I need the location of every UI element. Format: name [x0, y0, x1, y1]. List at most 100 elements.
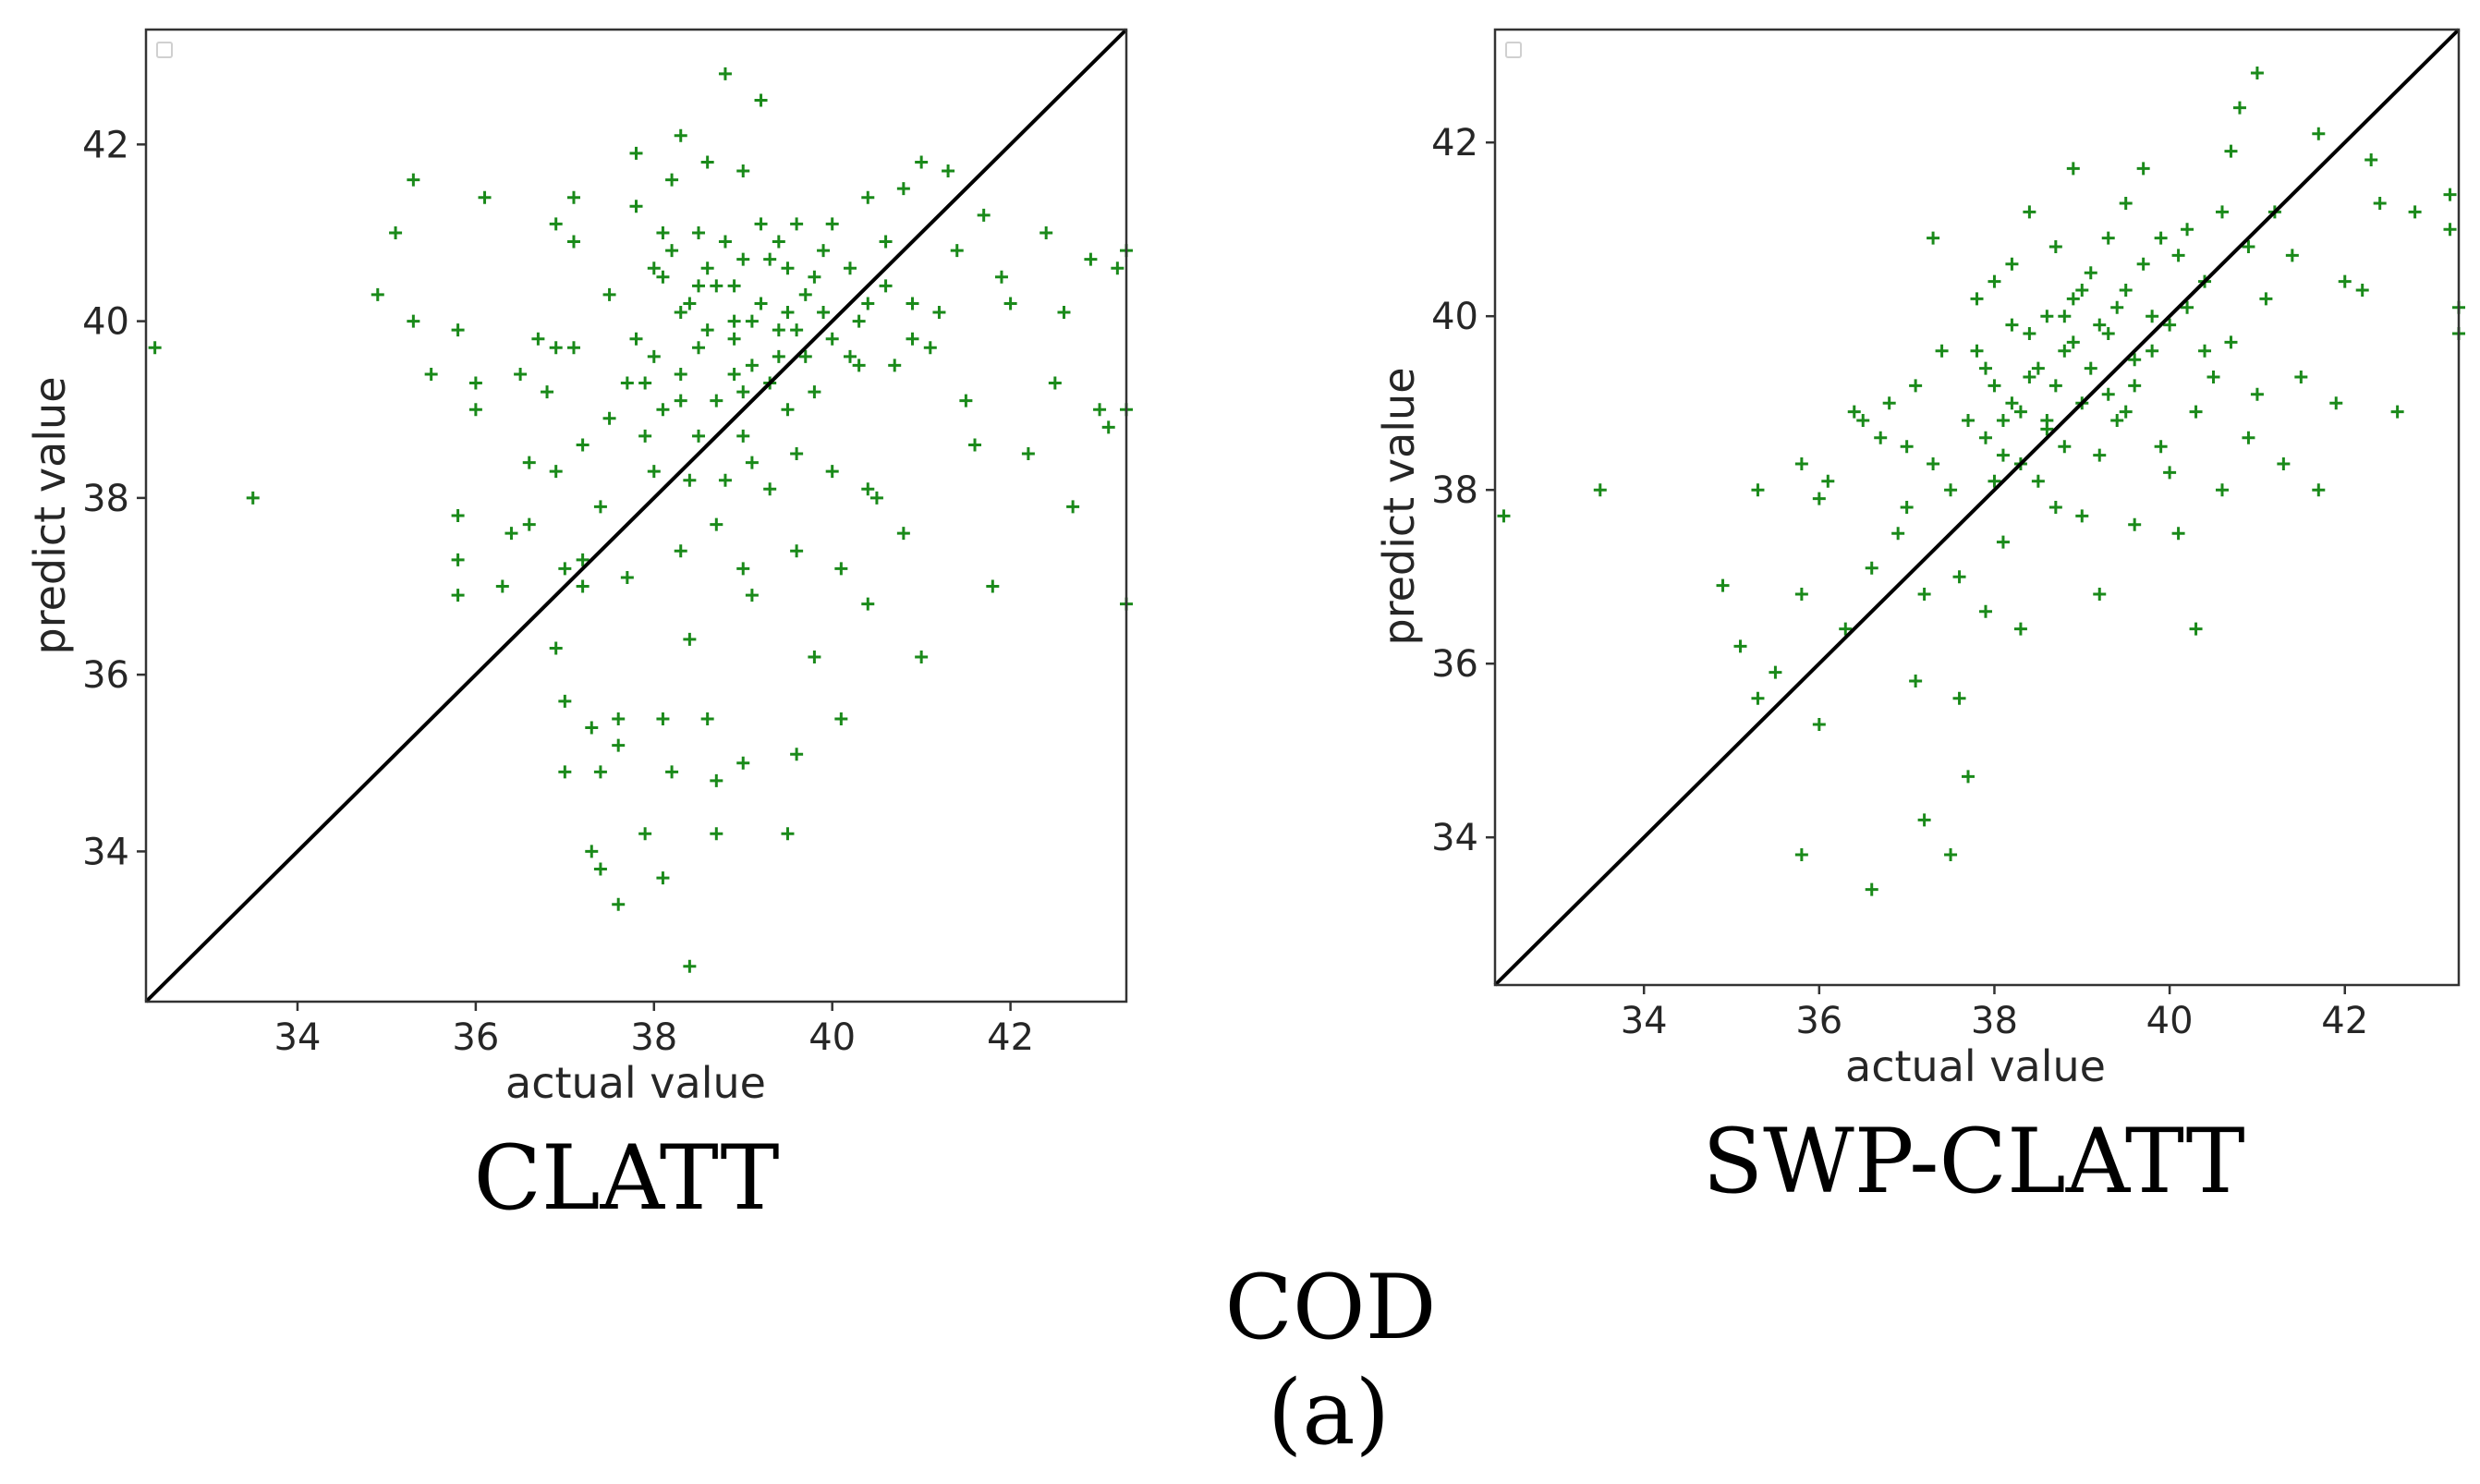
data-point-swp-clatt [2013, 405, 2027, 419]
x-tick-label: 40 [808, 1016, 856, 1059]
data-point-swp-clatt [2119, 284, 2133, 297]
data-point-clatt [1003, 297, 1017, 310]
data-point-swp-clatt [2048, 501, 2062, 514]
data-point-swp-clatt [2224, 144, 2238, 158]
data-point-clatt [1101, 420, 1115, 434]
data-point-swp-clatt [2066, 335, 2080, 349]
data-point-swp-clatt [1996, 535, 2010, 549]
data-point-clatt [798, 287, 812, 301]
data-point-clatt [736, 385, 750, 399]
data-point-swp-clatt [2136, 162, 2150, 176]
data-point-swp-clatt [2101, 327, 2115, 340]
data-point-swp-clatt [2154, 231, 2168, 245]
data-point-clatt [665, 765, 679, 779]
data-point-clatt [495, 579, 509, 593]
data-point-clatt [736, 429, 750, 443]
data-point-swp-clatt [1909, 675, 1923, 687]
data-point-clatt [665, 244, 679, 258]
data-point-clatt [790, 447, 804, 461]
data-point-clatt [549, 465, 563, 479]
data-point-clatt [977, 208, 991, 222]
data-point-swp-clatt [1812, 492, 1826, 505]
data-point-swp-clatt [2189, 405, 2203, 419]
data-point-clatt [906, 332, 919, 346]
data-point-swp-clatt [1865, 882, 1878, 896]
data-point-swp-clatt [2443, 223, 2457, 237]
panel-caption-swp-clatt: SWP-CLATT [1702, 1110, 2244, 1213]
data-point-swp-clatt [2355, 284, 2369, 297]
x-tick-label: 40 [2146, 1000, 2194, 1042]
data-point-swp-clatt [1856, 414, 1870, 427]
data-point-clatt [674, 306, 687, 320]
data-point-clatt [647, 262, 661, 275]
data-point-swp-clatt [2005, 396, 2019, 410]
data-point-clatt [825, 465, 839, 479]
data-point-clatt [710, 517, 723, 531]
data-point-clatt [808, 651, 821, 664]
data-point-swp-clatt [2215, 205, 2229, 219]
data-point-clatt [674, 394, 687, 407]
data-point-swp-clatt [1716, 578, 1730, 592]
data-point-clatt [593, 765, 607, 779]
data-point-clatt [674, 128, 687, 142]
data-point-swp-clatt [2171, 527, 2185, 541]
data-point-clatt [683, 297, 697, 310]
data-point-clatt [629, 146, 643, 160]
data-point-swp-clatt [2023, 327, 2036, 340]
data-point-clatt [861, 482, 875, 496]
data-point-swp-clatt [1978, 431, 1992, 444]
data-point-clatt [763, 482, 777, 496]
data-point-swp-clatt [1978, 361, 1992, 375]
data-point-swp-clatt [1891, 527, 1905, 541]
data-point-clatt [700, 262, 714, 275]
x-tick-label: 42 [987, 1016, 1034, 1059]
data-point-clatt [656, 270, 670, 284]
data-point-clatt [674, 544, 687, 558]
data-point-swp-clatt [2084, 361, 2097, 375]
data-point-clatt [888, 359, 902, 372]
data-point-clatt [656, 871, 670, 885]
data-point-clatt [1066, 500, 1080, 514]
data-point-clatt [683, 959, 697, 973]
data-point-clatt [424, 367, 438, 381]
data-point-swp-clatt [2005, 318, 2019, 332]
y-tick-label: 40 [1431, 296, 1478, 338]
data-point-clatt [896, 182, 910, 196]
data-point-swp-clatt [2215, 483, 2229, 497]
data-point-clatt [1039, 225, 1053, 239]
data-point-swp-clatt [2312, 483, 2326, 497]
data-point-swp-clatt [2294, 371, 2308, 383]
x-tick-label: 38 [630, 1016, 677, 1059]
data-point-clatt [915, 155, 929, 169]
data-point-clatt [593, 862, 607, 876]
data-point-clatt [817, 244, 831, 258]
data-point-swp-clatt [2128, 517, 2142, 531]
data-point-swp-clatt [1927, 231, 1940, 245]
data-point-clatt [522, 517, 536, 531]
data-point-swp-clatt [2285, 249, 2299, 262]
data-point-clatt [968, 438, 982, 452]
data-point-clatt [585, 721, 599, 735]
y-tick-label: 36 [82, 654, 129, 697]
data-point-clatt [994, 270, 1008, 284]
data-point-clatt [843, 349, 857, 363]
y-tick-label: 42 [82, 124, 129, 166]
data-point-clatt [825, 332, 839, 346]
panel-caption-clatt: CLATT [473, 1126, 779, 1230]
data-point-clatt [612, 738, 626, 752]
data-point-swp-clatt [1812, 718, 1826, 731]
data-point-swp-clatt [2023, 371, 2036, 383]
data-point-clatt [505, 527, 518, 541]
y-axis-label-swp-clatt: predict value [1374, 368, 1424, 646]
data-point-swp-clatt [1751, 691, 1765, 705]
data-point-swp-clatt [2058, 440, 2072, 454]
figure-panel-label: (a) [1268, 1361, 1390, 1465]
data-point-clatt [700, 323, 714, 337]
data-point-swp-clatt [2040, 310, 2054, 323]
scatter-points-clatt [148, 67, 1133, 973]
data-point-swp-clatt [1927, 457, 1940, 470]
data-point-swp-clatt [2093, 318, 2107, 332]
data-point-clatt [541, 385, 554, 399]
data-point-clatt [638, 429, 652, 443]
data-point-swp-clatt [2146, 310, 2159, 323]
